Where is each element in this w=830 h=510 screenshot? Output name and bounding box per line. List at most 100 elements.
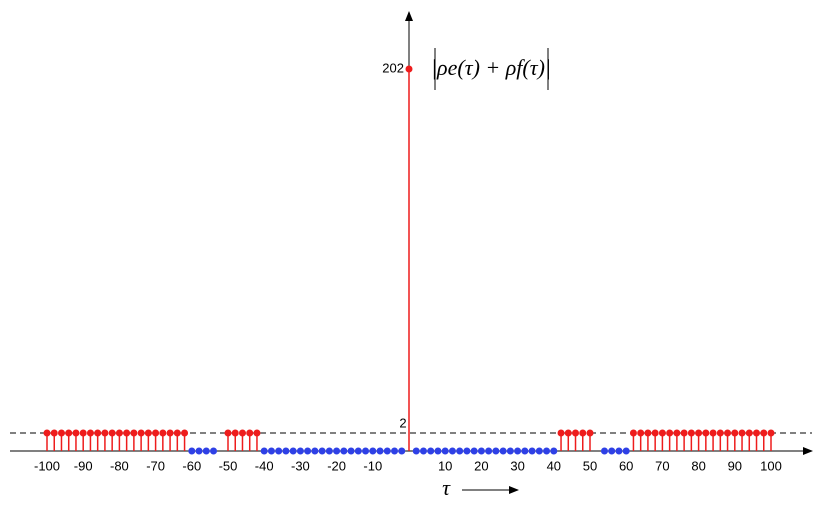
x-axis-label: τ [442,475,451,500]
stem-dot [724,429,732,437]
stem-dot [412,447,420,455]
stem-dot [506,447,514,455]
stem-dot [492,447,500,455]
stem-dot [311,447,319,455]
x-tick-label: -50 [219,458,238,473]
stem-dot [398,447,406,455]
y-tick-label: 202 [382,60,404,75]
x-tick-label: 40 [547,458,561,473]
x-tick-label: 70 [655,458,669,473]
stem-dot [673,429,681,437]
stem-dot [362,447,370,455]
stem-dot [173,429,181,437]
stem-dot [79,429,87,437]
stem-dot [72,429,80,437]
stem-dot [181,429,189,437]
stem-dot [586,429,594,437]
stem-dot [702,429,710,437]
stem-dot [267,447,275,455]
stem-dot [543,447,551,455]
stem-dot [231,429,239,437]
stem-dot [325,447,333,455]
x-tick-label: -90 [74,458,93,473]
stem-dot [224,429,232,437]
y-tick-label: 2 [399,415,406,430]
stem-dot [731,429,739,437]
x-tick-label: 50 [583,458,597,473]
stem-dot [130,429,138,437]
stem-dot [666,429,674,437]
stem-dot [43,429,51,437]
stem-dot [253,429,261,437]
x-tick-label: -100 [34,458,60,473]
stem-dot [376,447,384,455]
stem-dot [210,447,218,455]
stem-dot [340,447,348,455]
stem-dot [680,429,688,437]
stem-dot [644,429,652,437]
stem-dot [391,447,399,455]
stem-dot [369,447,377,455]
stem-dot [427,447,435,455]
stem-dot [419,447,427,455]
stem-dot [767,429,775,437]
x-tick-label: 30 [510,458,524,473]
stem-dot [658,429,666,437]
x-tick-label: -10 [363,458,382,473]
stem-dot [57,429,65,437]
x-tick-label: 100 [760,458,782,473]
stem-dot [123,429,131,437]
stem-dot [260,447,268,455]
stem-dot [608,447,616,455]
stem-dot [441,447,449,455]
stem-dot [318,447,326,455]
stem-dot [434,447,442,455]
stem-dot [275,447,283,455]
stem-dot [463,447,471,455]
stem-dot [521,447,529,455]
x-tick-label: 60 [619,458,633,473]
stem-dot [535,447,543,455]
stem-dot [159,429,167,437]
stem-dot [456,447,464,455]
annotation: |ρe(τ) + ρf(τ)| [431,55,551,80]
stem-dot [246,429,254,437]
stem-dot [188,447,196,455]
stem-dot [86,429,94,437]
stem-dot [485,447,493,455]
stem-dot [289,447,297,455]
stem-dot [50,429,58,437]
stem-dot [514,447,522,455]
stem-dot [282,447,290,455]
stem-dot [564,429,572,437]
stem-dot [709,429,717,437]
stem-dot [615,447,623,455]
stem-dot [383,447,391,455]
stem-dot [448,447,456,455]
stem-dot [65,429,73,437]
x-tick-label: -40 [255,458,274,473]
x-tick-label: -60 [182,458,201,473]
stem-dot [622,447,630,455]
stem-dot [499,447,507,455]
stem-dot [144,429,152,437]
stem-dot [760,429,768,437]
stem-dot [572,429,580,437]
stem-dot [94,429,102,437]
stem-dot [238,429,246,437]
stem-dot [745,429,753,437]
stem-dot [528,447,536,455]
stem-dot [600,447,608,455]
x-tick-label: -20 [327,458,346,473]
stem-dot [687,429,695,437]
stem-dot [202,447,210,455]
stem-dot [166,429,174,437]
stem-dot [296,447,304,455]
x-tick-label: -80 [110,458,129,473]
stem-dot [477,447,485,455]
stem-dot [738,429,746,437]
stem-dot [405,65,413,73]
stem-dot [195,447,203,455]
x-tick-label: 90 [728,458,742,473]
